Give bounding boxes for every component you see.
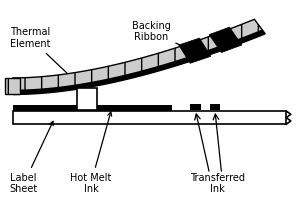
Polygon shape (13, 30, 265, 94)
Polygon shape (209, 27, 242, 53)
Polygon shape (13, 19, 265, 94)
Bar (13, 105, 172, 111)
Text: Label
Sheet: Label Sheet (10, 121, 53, 194)
Bar (190, 104, 201, 110)
Bar (13, 111, 286, 124)
Text: Transferred
Ink: Transferred Ink (190, 173, 245, 194)
Polygon shape (5, 78, 20, 94)
Bar (210, 104, 220, 110)
Text: Thermal
Element: Thermal Element (10, 27, 84, 89)
Text: Backing
Ribbon: Backing Ribbon (132, 21, 201, 55)
Polygon shape (179, 38, 211, 63)
Bar (77, 88, 97, 110)
Text: Hot Melt
Ink: Hot Melt Ink (70, 112, 112, 194)
